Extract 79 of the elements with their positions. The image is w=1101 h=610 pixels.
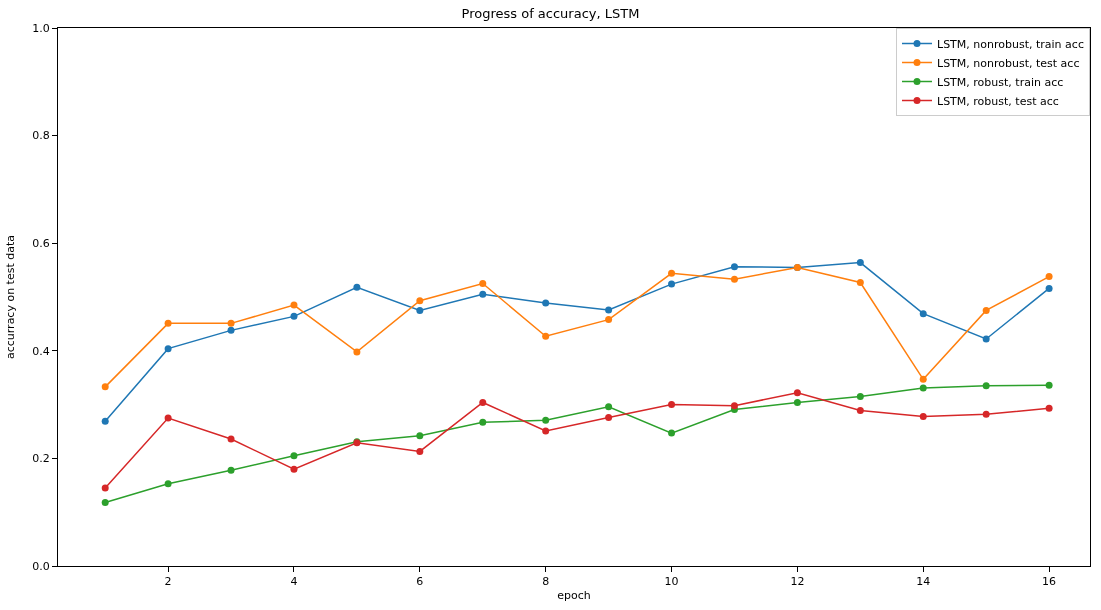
legend-label: LSTM, robust, test acc (937, 94, 1059, 108)
point (605, 414, 613, 422)
point (668, 280, 676, 288)
x-axis-title: epoch (557, 589, 591, 603)
point (730, 275, 738, 283)
point (101, 499, 109, 507)
point (1045, 273, 1053, 281)
point (856, 393, 864, 401)
point (982, 306, 990, 314)
point (290, 301, 298, 309)
point (856, 278, 864, 286)
point (290, 465, 298, 473)
point (101, 484, 109, 492)
legend-label: LSTM, nonrobust, train acc (937, 37, 1084, 51)
x-tick-label: 2 (164, 575, 172, 589)
legend-label: LSTM, nonrobust, test acc (937, 56, 1080, 70)
point (982, 335, 990, 343)
y-tick-label: 0.6 (32, 237, 50, 251)
point (101, 383, 109, 391)
chart-title: Progress of accuracy, LSTM (461, 6, 640, 22)
point (668, 269, 676, 277)
x-tick-label: 12 (790, 575, 805, 589)
point (416, 432, 424, 440)
x-tick-label: 16 (1042, 575, 1057, 589)
x-tick-label: 8 (542, 575, 550, 589)
point (982, 382, 990, 390)
point (290, 312, 298, 320)
point (227, 435, 235, 443)
y-tick-label: 0.2 (32, 452, 50, 466)
point (416, 447, 424, 455)
point (856, 259, 864, 267)
point (730, 263, 738, 271)
point (793, 398, 801, 406)
point (919, 375, 927, 383)
point (479, 418, 487, 426)
point (164, 480, 172, 488)
x-tick-label: 10 (664, 575, 679, 589)
point (164, 319, 172, 327)
point (605, 316, 613, 324)
point (290, 452, 298, 460)
point (542, 427, 550, 435)
point (919, 384, 927, 392)
x-tick-label: 14 (916, 575, 931, 589)
point (542, 416, 550, 424)
point (164, 345, 172, 353)
point (227, 326, 235, 334)
y-tick-label: 0.8 (32, 129, 50, 143)
point (416, 297, 424, 305)
point (982, 410, 990, 418)
point (101, 417, 109, 425)
y-axis-title: accurracy on test data (3, 234, 17, 360)
point (542, 299, 550, 307)
point (542, 332, 550, 340)
point (919, 310, 927, 318)
y-tick-label: 0.4 (32, 344, 50, 358)
point (605, 403, 613, 411)
point (164, 414, 172, 422)
point (856, 407, 864, 415)
point (1045, 381, 1053, 389)
x-tick-label: 4 (290, 575, 298, 589)
point (1045, 404, 1053, 412)
point (353, 283, 361, 291)
y-tick-label: 1.0 (32, 21, 50, 35)
x-tick-label: 6 (416, 575, 424, 589)
legend-label: LSTM, robust, train acc (937, 75, 1064, 89)
point (1045, 284, 1053, 292)
point (227, 319, 235, 327)
y-tick-label: 0.0 (32, 559, 50, 573)
point (668, 401, 676, 409)
point (353, 348, 361, 356)
point (479, 290, 487, 298)
point (605, 306, 613, 314)
point (479, 280, 487, 288)
point (416, 306, 424, 314)
point (227, 466, 235, 474)
point (919, 412, 927, 420)
point (479, 398, 487, 406)
point (668, 429, 676, 437)
point (793, 389, 801, 397)
